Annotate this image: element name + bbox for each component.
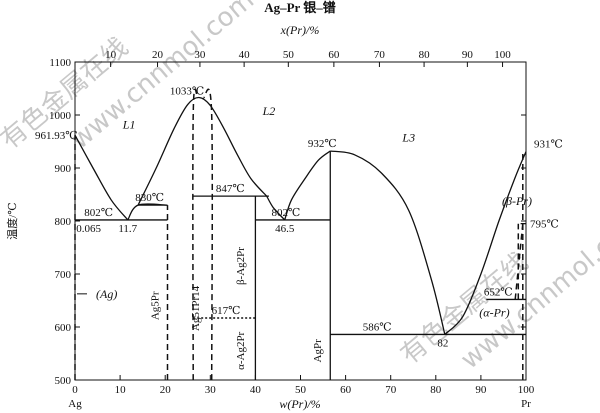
curve-liquidus-agpr-rise — [284, 150, 331, 221]
x-tick-label: 70 — [385, 384, 397, 396]
curve-liquidus-pr-rise — [444, 151, 527, 335]
y-tick-label: 700 — [55, 269, 72, 281]
phase-label: (Ag) — [96, 287, 117, 301]
annotations: 961.93℃ 1033℃ 932℃ 931℃ 830℃ 847℃ 802℃ 802℃ 0.06… — [35, 86, 563, 370]
curve-liquidus-agpr-fall — [330, 150, 446, 335]
y-axis-label: 温度/℃ — [5, 202, 19, 239]
bottom-axis-label: w(Pr)/% — [279, 397, 320, 411]
top-axis-ticks: 10 20 30 40 50 60 70 80 90 100 — [105, 49, 511, 67]
annotation-label: 931℃ — [534, 139, 563, 151]
y-tick-label: 900 — [55, 163, 72, 175]
annotation-label: 932℃ — [308, 138, 337, 150]
x2-tick-label: 100 — [494, 49, 511, 61]
phase-label: L3 — [401, 131, 415, 145]
x-tick-label: 10 — [115, 384, 127, 396]
x-tick-label: 80 — [430, 384, 442, 396]
phase-label: L2 — [262, 104, 276, 118]
x2-tick-label: 30 — [194, 49, 206, 61]
x-tick-label: 20 — [160, 384, 172, 396]
compound-label: Ag51Pr14 — [190, 285, 202, 331]
x2-tick-label: 70 — [374, 49, 386, 61]
phase-label: (β-Pr) — [502, 194, 532, 208]
curve-liquidus-to-eutectic-46 — [266, 195, 286, 221]
x-tick-label: 0 — [72, 384, 78, 396]
x2-tick-label: 90 — [462, 49, 474, 61]
x-tick-label: 30 — [205, 384, 217, 396]
plot-frame — [74, 61, 527, 381]
x-tick-label: 40 — [250, 384, 262, 396]
compound-label: α-Ag2Pr — [235, 331, 247, 369]
x2-tick-label: 60 — [328, 49, 340, 61]
annotation-label: 802℃ — [271, 207, 300, 219]
end-label-right: Pr — [521, 398, 531, 410]
end-label-left: Ag — [68, 398, 82, 410]
dashed-ag2pr-left — [192, 88, 199, 381]
annotation-label: 847℃ — [216, 183, 245, 195]
x2-tick-label: 80 — [419, 49, 431, 61]
annotation-label: 46.5 — [275, 223, 295, 235]
annotation-label: 11.7 — [118, 223, 137, 235]
top-axis-label: x(Pr)/% — [280, 23, 320, 37]
x2-tick-label: 10 — [105, 49, 117, 61]
y-tick-label: 500 — [55, 375, 72, 387]
annotation-label: 586℃ — [363, 321, 392, 333]
curve-liquidus-ag-pr-dome — [137, 96, 268, 206]
annotation-label: 617℃ — [212, 305, 241, 317]
annotation-label: 961.93℃ — [35, 130, 78, 142]
x2-tick-label: 50 — [283, 49, 295, 61]
phase-boundaries — [74, 88, 527, 381]
x-tick-label: 60 — [340, 384, 352, 396]
annotation-label: 795℃ — [530, 219, 559, 231]
annotation-label: 82 — [437, 337, 448, 349]
x-tick-label: 90 — [475, 384, 487, 396]
phase-label: (α-Pr) — [479, 305, 509, 319]
x-tick-label: 50 — [295, 384, 307, 396]
annotation-label: 830℃ — [135, 192, 164, 204]
bottom-axis-ticks: 0 10 20 30 40 50 60 70 80 90 100 — [72, 375, 535, 396]
x-tick-label: 100 — [518, 384, 535, 396]
chart-title: Ag–Pr 银–镨 — [264, 0, 336, 15]
dashed-beta-alpha-boundary — [514, 223, 524, 300]
dashed-ag2pr-right — [202, 88, 214, 381]
y-tick-label: 1100 — [49, 57, 71, 69]
phase-label: L1 — [122, 117, 136, 131]
annotation-label: 802℃ — [84, 207, 113, 219]
annotation-label: 1033℃ — [170, 86, 204, 98]
annotation-label: 0.065 — [76, 223, 101, 235]
compound-label: Ag5Pr — [149, 291, 161, 320]
x2-tick-label: 40 — [239, 49, 251, 61]
y-tick-label: 1000 — [49, 110, 72, 122]
x2-tick-label: 20 — [152, 49, 164, 61]
y-tick-label: 600 — [55, 322, 72, 334]
curve-peritectic-830-step — [127, 203, 168, 221]
compound-label: AgPr — [312, 339, 324, 363]
y-tick-label: 800 — [55, 216, 72, 228]
annotation-label: 652℃ — [484, 286, 513, 298]
curve-liquidus-ag — [74, 134, 129, 221]
compound-label: β-Ag2Pr — [235, 247, 247, 285]
